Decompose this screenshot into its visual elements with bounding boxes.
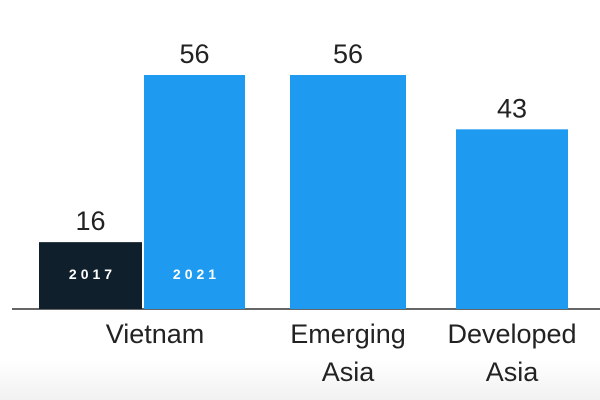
value-label-vietnam-2017: 16 xyxy=(75,206,105,236)
value-label-developed-asia-2021: 43 xyxy=(497,93,527,123)
category-label-developed-line2: Asia xyxy=(486,357,540,387)
bar-emerging-asia-2021 xyxy=(290,75,406,309)
value-label-vietnam-2021: 56 xyxy=(179,39,209,69)
category-label-emerging-line1: Emerging xyxy=(290,319,406,349)
category-label-developed-line1: Developed xyxy=(447,319,576,349)
series-label-2021: 2021 xyxy=(173,266,220,282)
bar-vietnam-2017 xyxy=(39,242,142,309)
bar-vietnam-2021 xyxy=(144,75,245,309)
category-label-vietnam: Vietnam xyxy=(106,319,205,349)
category-label-emerging-line2: Asia xyxy=(322,357,376,387)
series-label-2017: 2017 xyxy=(69,266,116,282)
bar-developed-asia-2021 xyxy=(456,129,568,309)
value-label-emerging-asia-2021: 56 xyxy=(333,39,363,69)
